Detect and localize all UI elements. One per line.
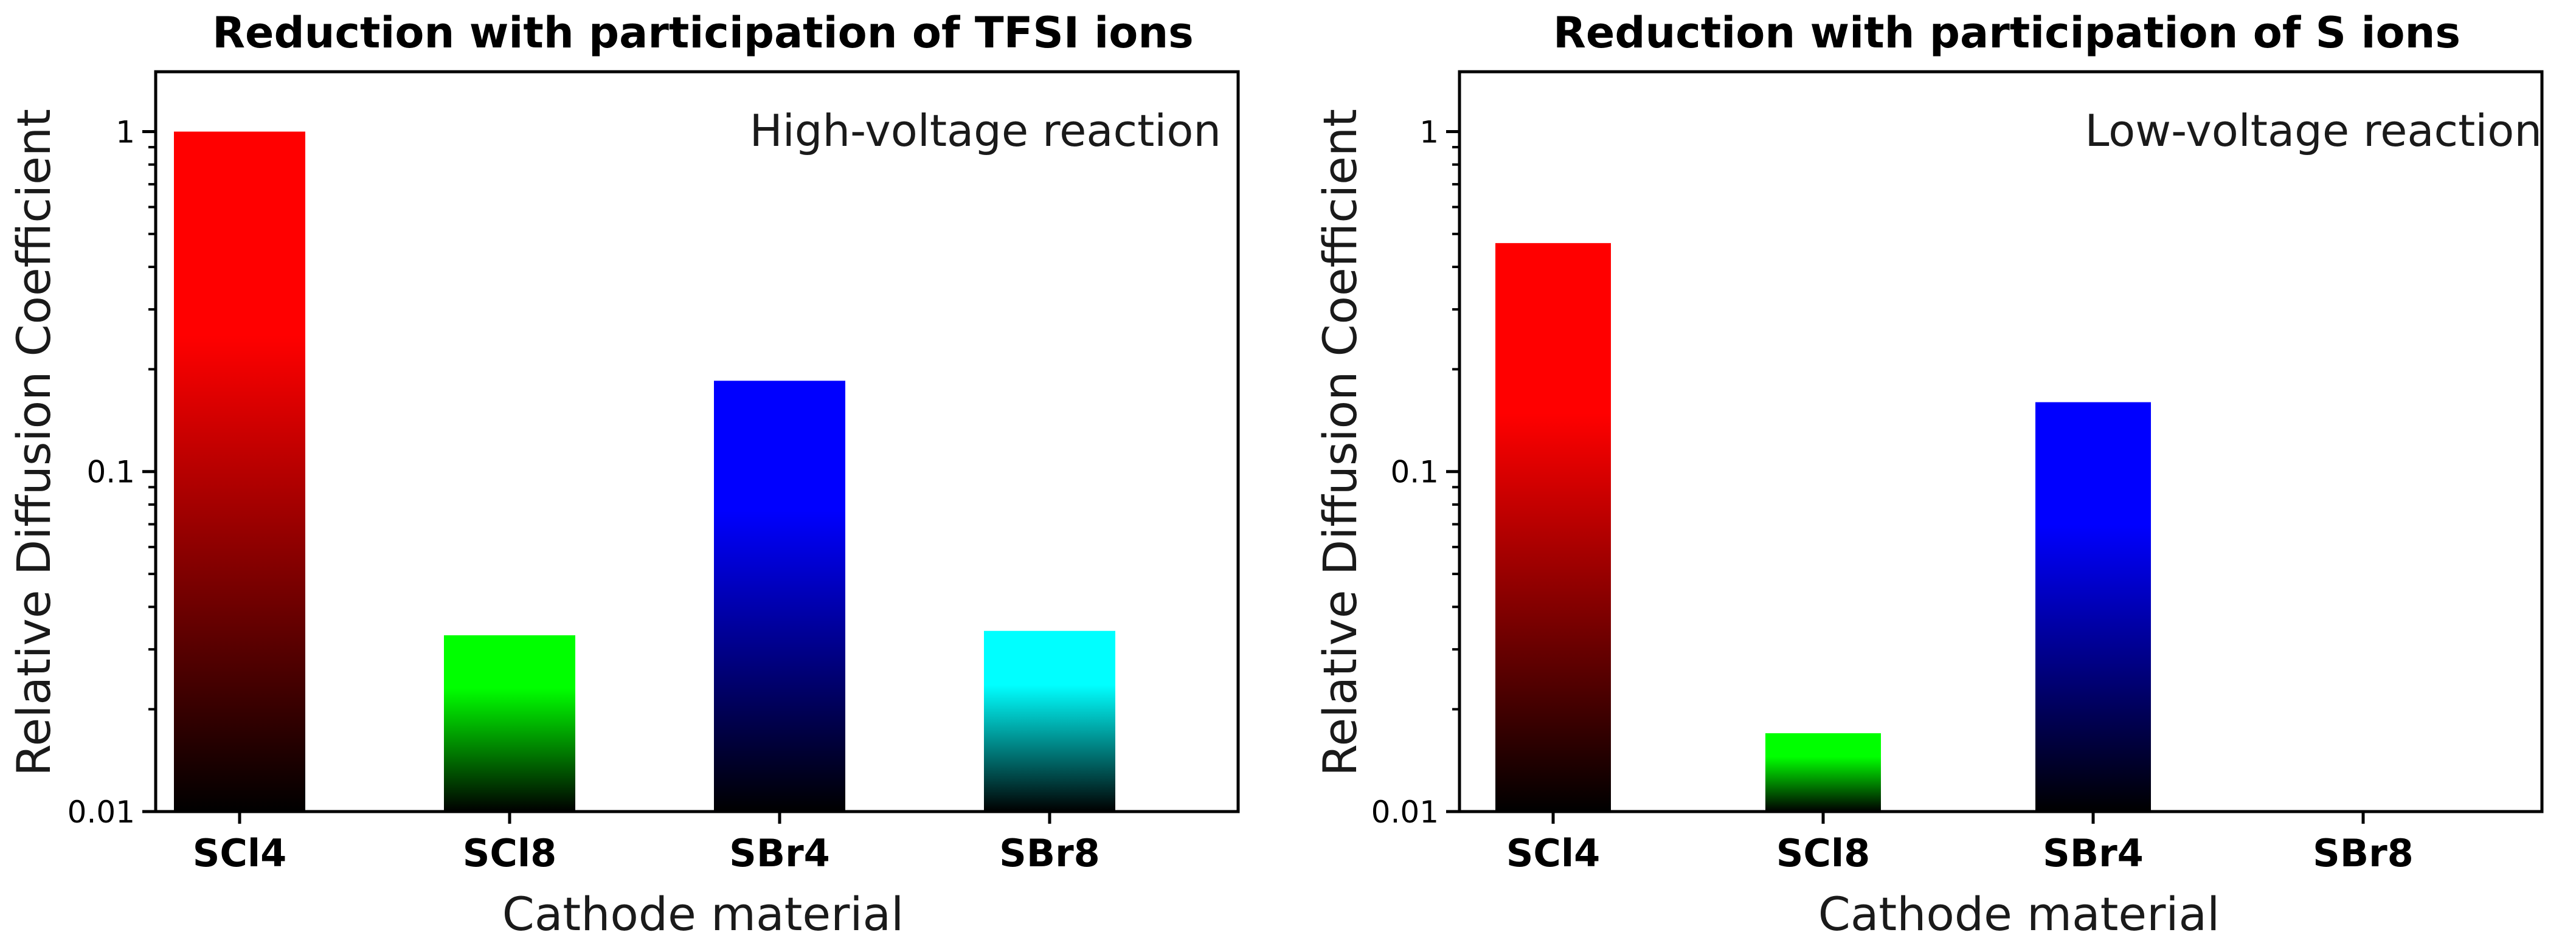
bar-sbr8	[984, 630, 1115, 812]
x-tick-label: SBr8	[999, 831, 1100, 875]
y-tick-label: 0.1	[1390, 455, 1439, 490]
chart-title: Reduction with participation of TFSI ion…	[212, 8, 1194, 58]
bars-group	[174, 131, 1115, 812]
x-tick-label: SCl8	[1776, 831, 1871, 875]
plot-frame	[1458, 70, 2544, 813]
bar-scl8	[444, 635, 575, 812]
bar-sbr4	[714, 381, 845, 812]
x-tick-label: SBr4	[2043, 831, 2144, 875]
x-ticks-group: SCl4 SCl8 SBr4 SBr8	[193, 812, 1100, 875]
x-tick-label: SCl4	[193, 831, 287, 875]
bar-scl4	[1495, 243, 1611, 812]
plot-frame	[154, 70, 1240, 813]
chart-panel-s: Reduction with participation of S ions L…	[1313, 8, 2544, 941]
chart-title: Reduction with participation of S ions	[1553, 8, 2460, 58]
y-tick-label: 0.01	[1371, 795, 1439, 830]
y-axis-label: Relative Diffusion Coefficient	[1313, 109, 1367, 776]
bars-group	[1495, 243, 2151, 812]
x-axis-label: Cathode material	[502, 887, 904, 941]
y-tick-label: 1	[1419, 114, 1439, 150]
x-tick-label: SBr8	[2313, 831, 2414, 875]
chart-panel-tfsi: Reduction with participation of TFSI ion…	[7, 8, 1240, 941]
y-ticks-group: 1 0.1 0.01	[68, 114, 156, 830]
bar-scl8	[1765, 733, 1881, 812]
annotation-text: Low-voltage reaction	[2085, 105, 2542, 156]
y-tick-label: 1	[116, 114, 135, 150]
x-axis-label: Cathode material	[1818, 887, 2220, 941]
bar-sbr4	[2035, 402, 2151, 812]
x-tick-label: SBr4	[729, 831, 830, 875]
bar-scl4	[174, 131, 305, 812]
x-tick-label: SCl8	[463, 831, 557, 875]
annotation-text: High-voltage reaction	[750, 105, 1221, 156]
y-ticks-group: 1 0.1 0.01	[1371, 114, 1459, 830]
y-tick-label: 0.1	[86, 455, 135, 490]
x-ticks-group: SCl4 SCl8 SBr4 SBr8	[1506, 812, 2414, 875]
x-tick-label: SCl4	[1506, 831, 1601, 875]
y-axis-label: Relative Diffusion Coefficient	[7, 109, 61, 776]
y-tick-label: 0.01	[68, 795, 135, 830]
